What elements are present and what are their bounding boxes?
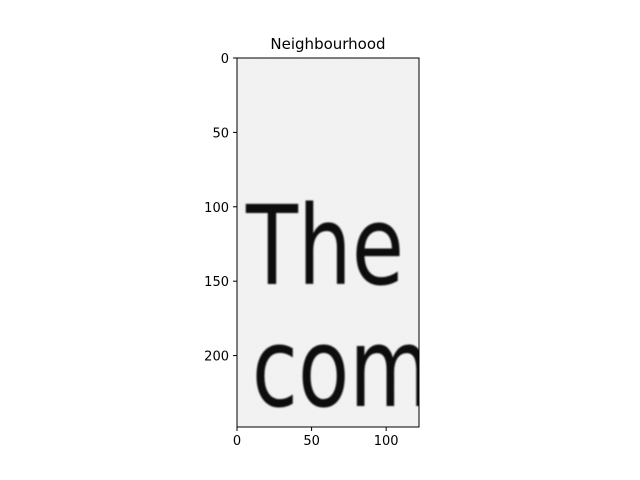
y-tick-label: 150 <box>204 275 229 290</box>
x-axis: 0 50 100 <box>233 427 399 449</box>
y-tick-label: 200 <box>204 350 229 365</box>
x-tick-label: 50 <box>303 434 320 449</box>
image-background <box>237 58 419 427</box>
chart-title: Neighbourhood <box>270 35 385 53</box>
x-tick-label: 0 <box>233 434 241 449</box>
image-content: The com <box>245 182 431 432</box>
image-word-1: The <box>245 182 404 310</box>
image-word-2: com <box>252 304 431 432</box>
y-tick-label: 0 <box>221 52 229 67</box>
axes-frame <box>236 57 420 428</box>
x-tick-label: 100 <box>374 434 399 449</box>
y-tick-label: 100 <box>204 201 229 216</box>
y-tick-label: 50 <box>212 126 229 141</box>
y-axis: 0 50 100 150 200 <box>204 52 237 365</box>
plot-area: The com <box>237 58 431 432</box>
